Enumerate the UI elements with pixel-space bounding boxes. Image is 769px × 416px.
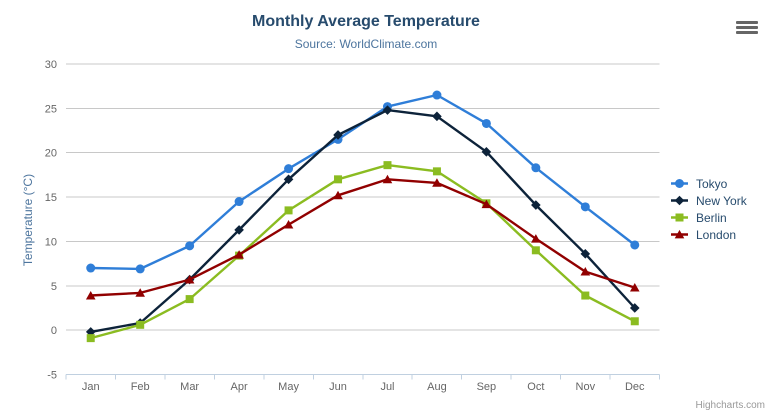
marker-london[interactable] xyxy=(333,190,343,200)
x-tick-label: Aug xyxy=(427,381,447,393)
marker-new-york[interactable] xyxy=(283,174,294,185)
y-tick-label: 0 xyxy=(51,325,57,337)
x-tick-label: Apr xyxy=(231,381,248,393)
marker-berlin[interactable] xyxy=(284,206,293,215)
marker-new-york[interactable] xyxy=(531,200,541,210)
series-line-london[interactable] xyxy=(90,178,636,297)
marker-london[interactable] xyxy=(135,288,145,297)
marker-tokyo[interactable] xyxy=(481,118,491,128)
hamburger-icon xyxy=(736,21,758,24)
marker-london[interactable] xyxy=(531,234,541,243)
marker-new-york[interactable] xyxy=(580,249,591,259)
legend-label: New York xyxy=(696,193,747,208)
legend-marker-london xyxy=(671,229,688,239)
series-line-berlin[interactable] xyxy=(90,163,636,340)
legend-label: London xyxy=(696,227,737,242)
marker-london[interactable] xyxy=(184,274,195,284)
x-tick-label: Dec xyxy=(625,381,645,393)
y-tick-label: 10 xyxy=(45,236,57,248)
marker-berlin[interactable] xyxy=(185,295,194,304)
y-tick-label: 25 xyxy=(45,103,57,115)
marker-tokyo[interactable] xyxy=(135,264,145,274)
marker-london[interactable] xyxy=(234,250,244,259)
marker-tokyo[interactable] xyxy=(531,163,541,173)
legend-symbol-new-york[interactable] xyxy=(674,195,685,206)
y-tick-label: 5 xyxy=(51,281,57,293)
marker-berlin[interactable] xyxy=(432,167,441,176)
marker-tokyo[interactable] xyxy=(86,263,96,273)
marker-berlin[interactable] xyxy=(136,320,145,329)
legend-marker-new-york xyxy=(671,195,688,206)
marker-london[interactable] xyxy=(481,199,492,209)
x-tick-label: Sep xyxy=(477,381,497,393)
x-tick-label: Nov xyxy=(576,381,596,393)
legend-symbol-tokyo[interactable] xyxy=(675,179,684,188)
marker-berlin[interactable] xyxy=(334,175,343,184)
x-tick-label: Feb xyxy=(131,381,150,393)
marker-tokyo[interactable] xyxy=(284,164,294,174)
series-new-york[interactable] xyxy=(85,105,640,337)
x-tick-label: Jun xyxy=(329,381,347,393)
legend-marker-tokyo xyxy=(671,179,688,188)
marker-new-york[interactable] xyxy=(629,303,640,313)
x-tick-label: Jul xyxy=(380,381,394,393)
credits-link[interactable]: Highcharts.com xyxy=(695,400,765,411)
series-line-tokyo[interactable] xyxy=(90,93,636,271)
marker-london[interactable] xyxy=(432,178,442,187)
marker-berlin[interactable] xyxy=(86,334,95,343)
legend-label: Berlin xyxy=(696,210,727,225)
marker-london[interactable] xyxy=(85,290,96,300)
marker-tokyo[interactable] xyxy=(630,240,640,250)
marker-london[interactable] xyxy=(629,282,640,292)
marker-new-york[interactable] xyxy=(432,111,442,122)
marker-london[interactable] xyxy=(382,174,393,184)
legend-symbol-berlin[interactable] xyxy=(675,213,684,222)
x-tick-label: May xyxy=(278,381,299,393)
legend-item-tokyo[interactable]: Tokyo xyxy=(671,175,747,192)
marker-new-york[interactable] xyxy=(333,130,343,140)
marker-berlin[interactable] xyxy=(581,291,590,300)
marker-tokyo[interactable] xyxy=(234,197,244,207)
marker-london[interactable] xyxy=(283,219,294,229)
marker-berlin[interactable] xyxy=(383,161,392,170)
x-tick-label: Jan xyxy=(82,381,100,393)
legend-label: Tokyo xyxy=(696,176,728,191)
legend-item-berlin[interactable]: Berlin xyxy=(671,209,747,226)
x-tick-label: Oct xyxy=(527,381,544,393)
y-tick-label: -5 xyxy=(47,370,57,382)
chart-subtitle: Source: WorldClimate.com xyxy=(294,37,438,51)
legend-marker-berlin xyxy=(671,213,688,222)
series-london[interactable] xyxy=(85,174,640,300)
legend-item-london[interactable]: London xyxy=(671,226,747,243)
y-tick-label: 20 xyxy=(45,148,57,160)
marker-new-york[interactable] xyxy=(234,225,244,235)
marker-berlin[interactable] xyxy=(531,246,540,255)
y-tick-label: 30 xyxy=(45,59,57,71)
marker-london[interactable] xyxy=(580,266,591,276)
x-tick-label: Mar xyxy=(180,381,199,393)
legend-symbol-london[interactable] xyxy=(674,229,685,239)
series-line-new-york[interactable] xyxy=(90,108,636,334)
marker-tokyo[interactable] xyxy=(432,90,442,100)
legend: Tokyo New York Berlin London xyxy=(671,175,747,243)
chart-title: Monthly Average Temperature xyxy=(252,13,480,30)
marker-tokyo[interactable] xyxy=(185,241,195,251)
legend-item-new-york[interactable]: New York xyxy=(671,192,747,209)
series-berlin[interactable] xyxy=(86,161,639,343)
marker-new-york[interactable] xyxy=(382,105,393,115)
y-tick-label: 15 xyxy=(45,192,57,204)
export-menu-button[interactable] xyxy=(736,21,758,34)
marker-berlin[interactable] xyxy=(630,317,639,326)
marker-tokyo[interactable] xyxy=(580,202,590,212)
marker-new-york[interactable] xyxy=(481,147,492,157)
series-tokyo[interactable] xyxy=(86,90,640,274)
